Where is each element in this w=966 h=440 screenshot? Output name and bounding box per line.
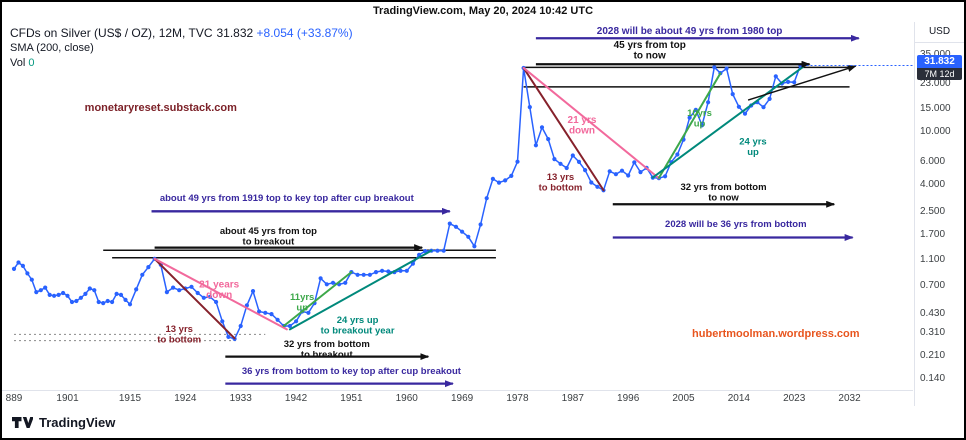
last-price: 31.832 bbox=[216, 26, 254, 40]
annotation-label[interactable]: about 49 yrs from 1919 top to key top af… bbox=[160, 193, 415, 204]
annotation-label[interactable]: 13 yrs to bottom bbox=[157, 324, 201, 346]
price-chart[interactable]: monetaryreset.substack.com 2028 will be a… bbox=[2, 22, 913, 390]
price-axis-label: 10.000 bbox=[920, 126, 951, 138]
annotation-label[interactable]: 21 years down bbox=[199, 280, 239, 302]
annotation-label[interactable]: 2028 will be about 49 yrs from 1980 top bbox=[597, 26, 783, 37]
last-price-badge: 31.832 7M 12d bbox=[917, 55, 962, 81]
time-axis-label: 1901 bbox=[56, 393, 79, 404]
annotation-label[interactable]: 24 yrs up to breakout year bbox=[321, 315, 395, 337]
annotation-label[interactable]: 11yrs up bbox=[290, 292, 314, 314]
annotation-label[interactable]: hubertmoolman.wordpress.com bbox=[692, 328, 860, 340]
time-axis-label: 2032 bbox=[838, 393, 861, 404]
time-axis-label: 1942 bbox=[284, 393, 308, 404]
indicator-vol[interactable]: Vol bbox=[10, 57, 26, 69]
annotation-label[interactable]: 32 yrs from bottom to breakout bbox=[284, 339, 370, 361]
price-axis[interactable]: USD 31.832 7M 12d 35.000 23.000 15.000 10.0… bbox=[914, 22, 964, 406]
time-axis-label: 1924 bbox=[174, 393, 197, 404]
time-axis-label: 1987 bbox=[561, 393, 584, 404]
indicator-sma[interactable]: SMA (200, close) bbox=[10, 42, 94, 54]
price-axis-label: 0.310 bbox=[920, 327, 946, 338]
time-axis-label: 1933 bbox=[229, 393, 252, 404]
annotation-label[interactable]: 24 yrs up bbox=[739, 137, 766, 159]
support-dotted-lines[interactable] bbox=[14, 333, 266, 342]
time-axis-label: 1996 bbox=[617, 393, 640, 404]
chart-legend: CFDs on Silver (US$ / OZ), 12M, TVC 31.83… bbox=[10, 26, 353, 71]
tradingview-logo-icon[interactable] bbox=[12, 415, 33, 430]
price-axis-label: 1.100 bbox=[920, 253, 946, 265]
arrow-drawings[interactable] bbox=[151, 34, 860, 388]
time-axis-label: 1978 bbox=[506, 393, 529, 404]
time-axis-label: 2023 bbox=[783, 393, 806, 404]
time-axis-label: 2005 bbox=[672, 393, 695, 404]
chart-pane[interactable]: monetaryreset.substack.com 2028 will be a… bbox=[2, 22, 913, 390]
badge-countdown: 7M 12d bbox=[917, 68, 962, 81]
price-axis-label: 2.500 bbox=[920, 206, 946, 218]
snapshot-header: TradingView.com, May 20, 2024 10:42 UTC bbox=[372, 5, 594, 17]
price-axis-label: 23.000 bbox=[920, 78, 951, 90]
time-axis-label: 1960 bbox=[395, 393, 418, 404]
text-annotations[interactable]: monetaryreset.substack.com 2028 will be a… bbox=[85, 26, 860, 377]
time-axis-label: 1969 bbox=[450, 393, 474, 404]
price-axis-label: 35.000 bbox=[920, 49, 951, 60]
price-axis-label: 6.000 bbox=[920, 155, 946, 167]
price-axis-label: 0.700 bbox=[920, 279, 946, 291]
annotation-label[interactable]: 45 yrs from top to now bbox=[614, 40, 686, 62]
symbol-title[interactable]: CFDs on Silver (US$ / OZ), 12M, TVC bbox=[10, 26, 213, 40]
time-axis-label: 1915 bbox=[118, 393, 142, 404]
annotation-label[interactable]: 21 yrs down bbox=[568, 115, 597, 137]
time-axis-label: 2014 bbox=[727, 393, 750, 404]
price-axis-label: 15.000 bbox=[920, 102, 951, 114]
trendline-drawings[interactable] bbox=[153, 66, 804, 340]
brand-name[interactable]: TradingView bbox=[39, 414, 116, 430]
time-axis-label: 1951 bbox=[340, 393, 363, 404]
price-series[interactable] bbox=[11, 63, 803, 341]
annotation-label[interactable]: 36 yrs from bottom to key top after cup … bbox=[242, 366, 462, 377]
annotation-label[interactable]: 32 yrs from bottom to now bbox=[680, 182, 766, 204]
badge-price: 31.832 bbox=[917, 55, 962, 69]
price-axis-label: 4.000 bbox=[920, 179, 946, 191]
annotation-label[interactable]: monetaryreset.substack.com bbox=[85, 102, 237, 114]
price-axis-label: 0.210 bbox=[920, 349, 946, 361]
footer-bar: TradingView bbox=[2, 406, 964, 438]
price-series-line bbox=[13, 65, 802, 340]
time-axis-label: 889 bbox=[5, 393, 23, 404]
price-change: +8.054 (+33.87%) bbox=[256, 26, 353, 40]
annotation-label[interactable]: about 45 yrs from top to breakout bbox=[220, 226, 317, 248]
price-axis-currency: USD bbox=[915, 22, 964, 43]
annotation-label[interactable]: 10yrs up bbox=[687, 108, 712, 129]
time-axis[interactable]: 889 1901 1915 1924 1933 1942 1951 1960 1969 1978 1… bbox=[2, 390, 913, 407]
price-axis-label: 1.700 bbox=[920, 228, 946, 240]
annotation-label[interactable]: 13 yrs to bottom bbox=[539, 172, 583, 194]
price-axis-label: 0.430 bbox=[920, 308, 946, 320]
vol-value: 0 bbox=[28, 57, 35, 69]
annotation-label[interactable]: 2028 will be 36 yrs from bottom bbox=[665, 219, 807, 230]
price-axis-label: 0.140 bbox=[920, 372, 946, 384]
